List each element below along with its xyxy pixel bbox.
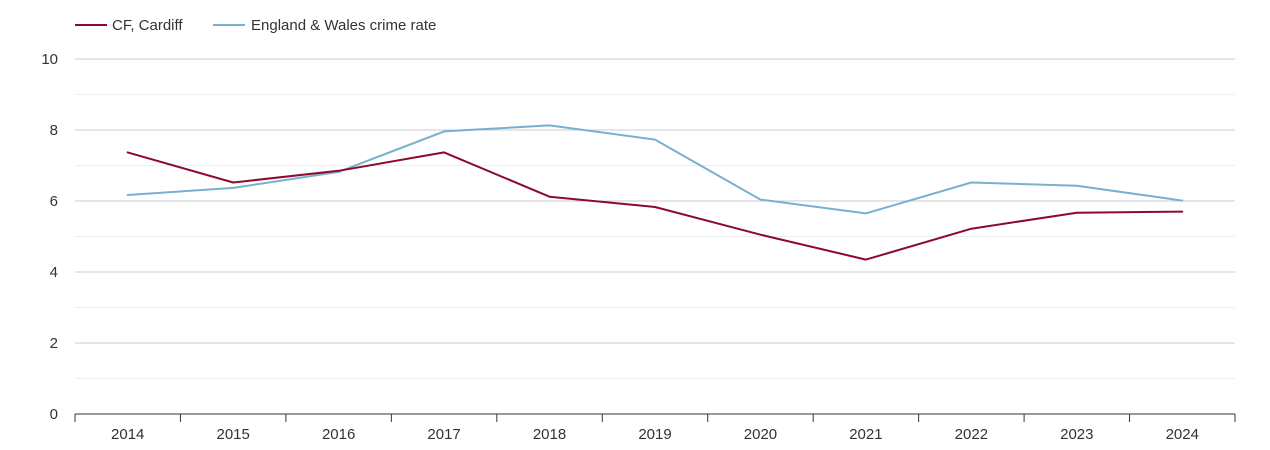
legend-item-cardiff[interactable]: CF, Cardiff [75, 17, 183, 34]
series-line-cardiff[interactable] [126, 151, 1184, 261]
data-point[interactable] [1176, 195, 1188, 207]
data-point[interactable] [333, 165, 345, 177]
data-point[interactable] [544, 191, 556, 203]
data-point[interactable] [649, 134, 661, 146]
x-tick-label: 2017 [427, 426, 460, 443]
x-tick-label: 2014 [111, 426, 144, 443]
legend-label-cardiff: CF, Cardiff [112, 17, 183, 34]
data-point[interactable] [227, 177, 239, 189]
data-point[interactable] [754, 194, 766, 206]
data-point[interactable] [965, 223, 977, 235]
data-point[interactable] [860, 254, 872, 266]
x-axis: 2014 2015 2016 2017 2018 2019 2020 2021 2022 2023… [74, 413, 1236, 443]
legend-item-england-wales[interactable]: England & Wales crime rate [213, 17, 436, 34]
x-tick-label: 2018 [533, 426, 566, 443]
x-tick-label: 2023 [1060, 426, 1093, 443]
data-point[interactable] [122, 189, 134, 201]
x-tick-label: 2016 [322, 426, 355, 443]
data-point[interactable] [965, 177, 977, 189]
x-tick-label: 2020 [744, 426, 777, 443]
data-point[interactable] [1071, 207, 1083, 219]
y-tick-label: 10 [41, 51, 58, 68]
data-point[interactable] [1176, 206, 1188, 218]
series-lines [122, 119, 1188, 266]
legend-label-england-wales: England & Wales crime rate [251, 17, 436, 34]
data-point[interactable] [649, 201, 661, 213]
x-tick-label: 2021 [849, 426, 882, 443]
y-tick-label: 0 [50, 406, 58, 423]
y-tick-label: 8 [50, 122, 58, 139]
legend: CF, Cardiff England & Wales crime rate [75, 17, 436, 34]
data-point[interactable] [1071, 180, 1083, 192]
data-point[interactable] [754, 229, 766, 241]
y-tick-label: 2 [50, 335, 58, 352]
x-tick-label: 2019 [638, 426, 671, 443]
y-tick-label: 6 [50, 193, 58, 210]
y-axis: 0 2 4 6 8 10 [41, 51, 58, 423]
x-tick-label: 2024 [1166, 426, 1199, 443]
y-tick-label: 4 [50, 264, 58, 281]
data-point[interactable] [438, 125, 450, 137]
data-point[interactable] [122, 146, 134, 158]
data-point[interactable] [860, 207, 872, 219]
series-line-england-wales[interactable] [126, 124, 1184, 215]
grid-lines [75, 58, 1235, 379]
data-point[interactable] [544, 119, 556, 131]
x-tick-label: 2022 [955, 426, 988, 443]
data-point[interactable] [438, 146, 450, 158]
x-tick-label: 2015 [216, 426, 249, 443]
